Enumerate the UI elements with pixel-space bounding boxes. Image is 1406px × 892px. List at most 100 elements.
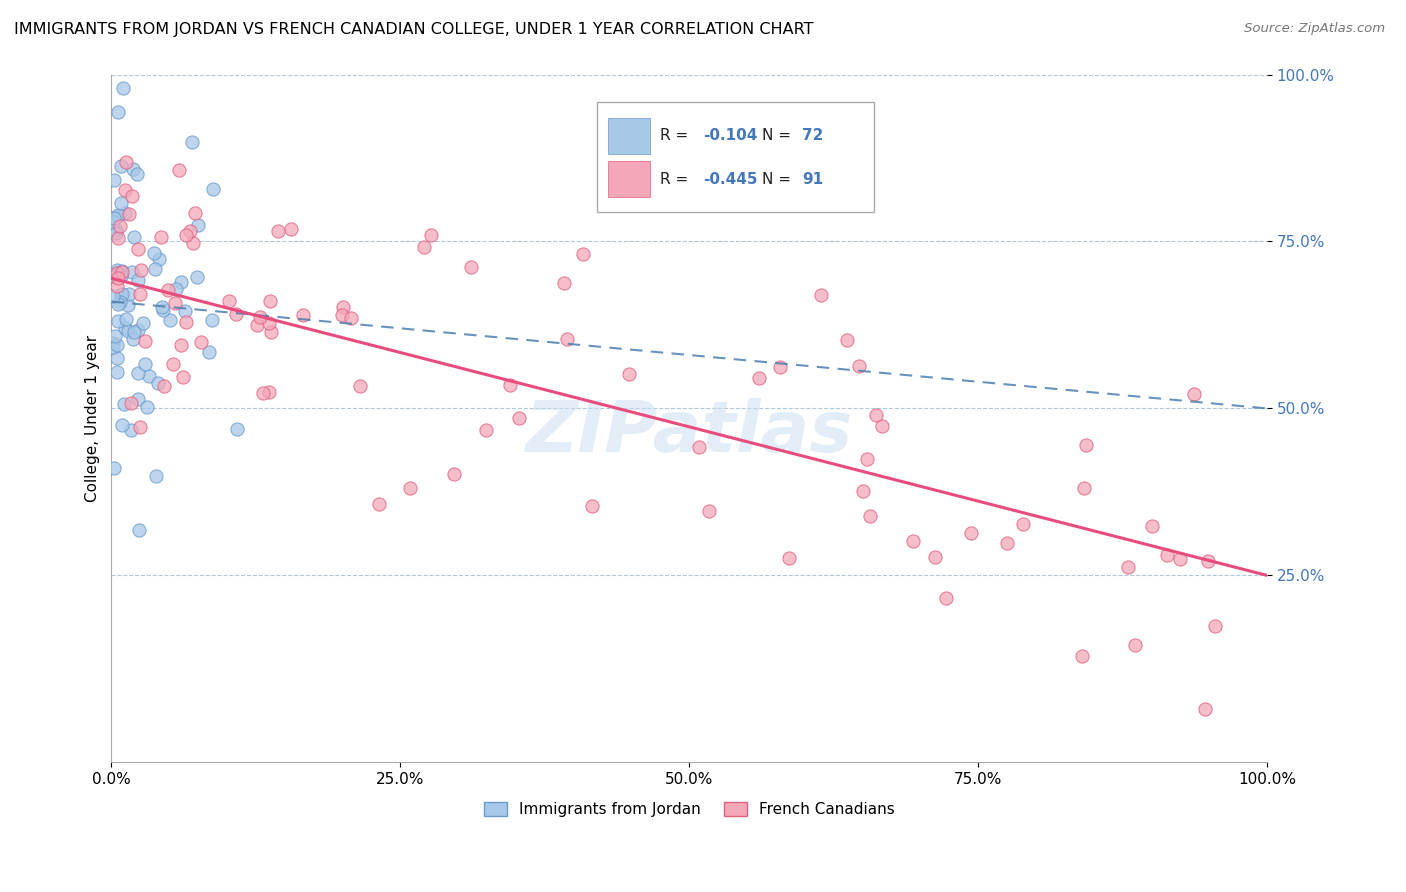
Point — [129, 262, 152, 277]
Point — [1070, 649, 1092, 664]
Point — [110, 159, 132, 173]
Point — [107, 314, 129, 328]
Point — [148, 376, 170, 390]
Point — [872, 418, 894, 433]
Point — [1197, 554, 1219, 568]
Point — [581, 499, 603, 513]
Point — [120, 396, 142, 410]
Point — [101, 268, 124, 283]
Point — [508, 410, 530, 425]
Point — [108, 219, 131, 234]
Point — [104, 223, 127, 237]
Point — [1073, 481, 1095, 495]
Point — [172, 370, 194, 384]
Point — [553, 277, 575, 291]
Point — [225, 307, 247, 321]
Point — [184, 205, 207, 219]
Point — [152, 379, 174, 393]
Point — [257, 316, 280, 330]
Point — [110, 268, 132, 283]
Point — [837, 333, 859, 347]
Point — [267, 224, 290, 238]
Point — [901, 533, 924, 548]
Point — [856, 452, 879, 467]
Point — [249, 310, 271, 324]
Point — [260, 326, 283, 340]
Point — [127, 242, 149, 256]
Point — [1168, 551, 1191, 566]
Point — [291, 308, 314, 322]
FancyBboxPatch shape — [609, 118, 650, 153]
Point — [201, 181, 224, 195]
Point — [167, 163, 190, 178]
Point — [127, 273, 149, 287]
Text: IMMIGRANTS FROM JORDAN VS FRENCH CANADIAN COLLEGE, UNDER 1 YEAR CORRELATION CHAR: IMMIGRANTS FROM JORDAN VS FRENCH CANADIA… — [14, 22, 814, 37]
Point — [162, 357, 184, 371]
Point — [104, 226, 127, 240]
Point — [134, 357, 156, 371]
Point — [105, 338, 128, 352]
Point — [810, 288, 832, 302]
Point — [105, 266, 128, 280]
Point — [105, 279, 128, 293]
Point — [101, 340, 124, 354]
Point — [865, 409, 887, 423]
Point — [118, 207, 141, 221]
Text: 91: 91 — [803, 171, 824, 186]
Point — [332, 301, 354, 315]
Point — [163, 296, 186, 310]
Point — [111, 265, 134, 279]
Point — [110, 195, 132, 210]
Point — [778, 550, 800, 565]
Point — [107, 231, 129, 245]
Point — [117, 324, 139, 338]
Point — [120, 423, 142, 437]
Point — [111, 81, 134, 95]
Point — [252, 385, 274, 400]
FancyBboxPatch shape — [609, 161, 650, 197]
Point — [246, 318, 269, 332]
Point — [443, 467, 465, 481]
Point — [688, 440, 710, 454]
Point — [114, 312, 136, 326]
Point — [110, 287, 132, 301]
Point — [179, 224, 201, 238]
Point — [103, 211, 125, 225]
Point — [572, 247, 595, 261]
Point — [848, 359, 870, 373]
Point — [105, 351, 128, 365]
Point — [127, 366, 149, 380]
Point — [748, 371, 770, 385]
Point — [1204, 618, 1226, 632]
Point — [1142, 519, 1164, 533]
Point — [413, 239, 436, 253]
Point — [474, 423, 496, 437]
Point — [138, 369, 160, 384]
Point — [181, 235, 204, 250]
Point — [619, 367, 641, 381]
Point — [1194, 702, 1216, 716]
Point — [935, 591, 957, 606]
Point — [145, 469, 167, 483]
Point — [121, 264, 143, 278]
Point — [859, 508, 882, 523]
Text: 72: 72 — [803, 128, 824, 144]
Legend: Immigrants from Jordan, French Canadians: Immigrants from Jordan, French Canadians — [478, 797, 901, 823]
Point — [399, 481, 422, 495]
Point — [107, 208, 129, 222]
Point — [201, 313, 224, 327]
Point — [1123, 638, 1146, 652]
Point — [101, 289, 124, 303]
Point — [152, 303, 174, 318]
Point — [174, 227, 197, 242]
Point — [118, 287, 141, 301]
Point — [218, 294, 240, 309]
Point — [190, 334, 212, 349]
Point — [174, 304, 197, 318]
Point — [114, 205, 136, 219]
Point — [280, 221, 302, 235]
Point — [1012, 517, 1035, 532]
Point — [127, 323, 149, 337]
Point — [1116, 560, 1139, 574]
Point — [121, 188, 143, 202]
